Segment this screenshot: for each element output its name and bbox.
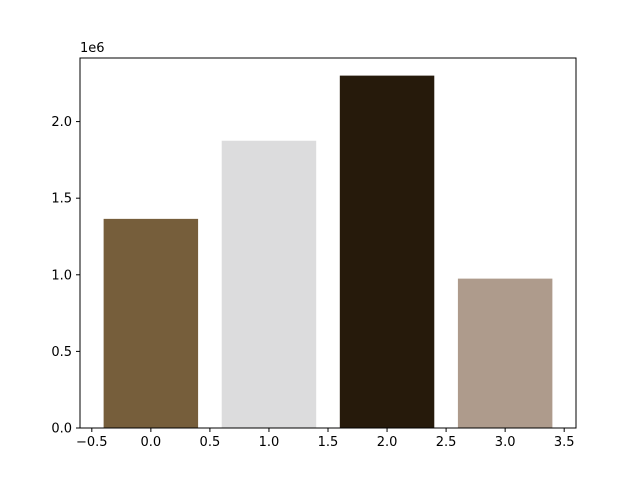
x-tick-label-6: 2.5 [436, 435, 457, 450]
x-tick-label-0: −0.5 [76, 435, 108, 450]
bar-1 [221, 140, 317, 429]
x-tick-label-1: 0.0 [141, 435, 162, 450]
y-tick-label-3: 1.5 [51, 192, 72, 207]
y-tick-label-2: 1.0 [51, 268, 72, 283]
bar-3 [457, 278, 553, 428]
x-tick-label-8: 3.5 [554, 435, 575, 450]
bar-0 [103, 218, 199, 428]
x-tick-label-7: 3.0 [495, 435, 516, 450]
x-axis-ticks: −0.5 0.0 0.5 1.0 1.5 2.0 2.5 3.0 3.5 [76, 428, 575, 450]
x-tick-label-5: 2.0 [377, 435, 398, 450]
plot-frame [79, 57, 577, 429]
x-tick-label-3: 1.0 [259, 435, 280, 450]
x-tick-label-2: 0.5 [200, 435, 221, 450]
y-tick-label-1: 0.5 [51, 345, 72, 360]
y-axis-offset-label: 1e6 [80, 41, 105, 56]
bars-group [103, 75, 553, 429]
y-axis-ticks: 0.0 0.5 1.0 1.5 2.0 [51, 115, 80, 437]
bar-2 [339, 75, 435, 428]
y-tick-label-4: 2.0 [51, 115, 72, 130]
x-tick-label-4: 1.5 [318, 435, 339, 450]
y-tick-label-0: 0.0 [51, 422, 72, 437]
